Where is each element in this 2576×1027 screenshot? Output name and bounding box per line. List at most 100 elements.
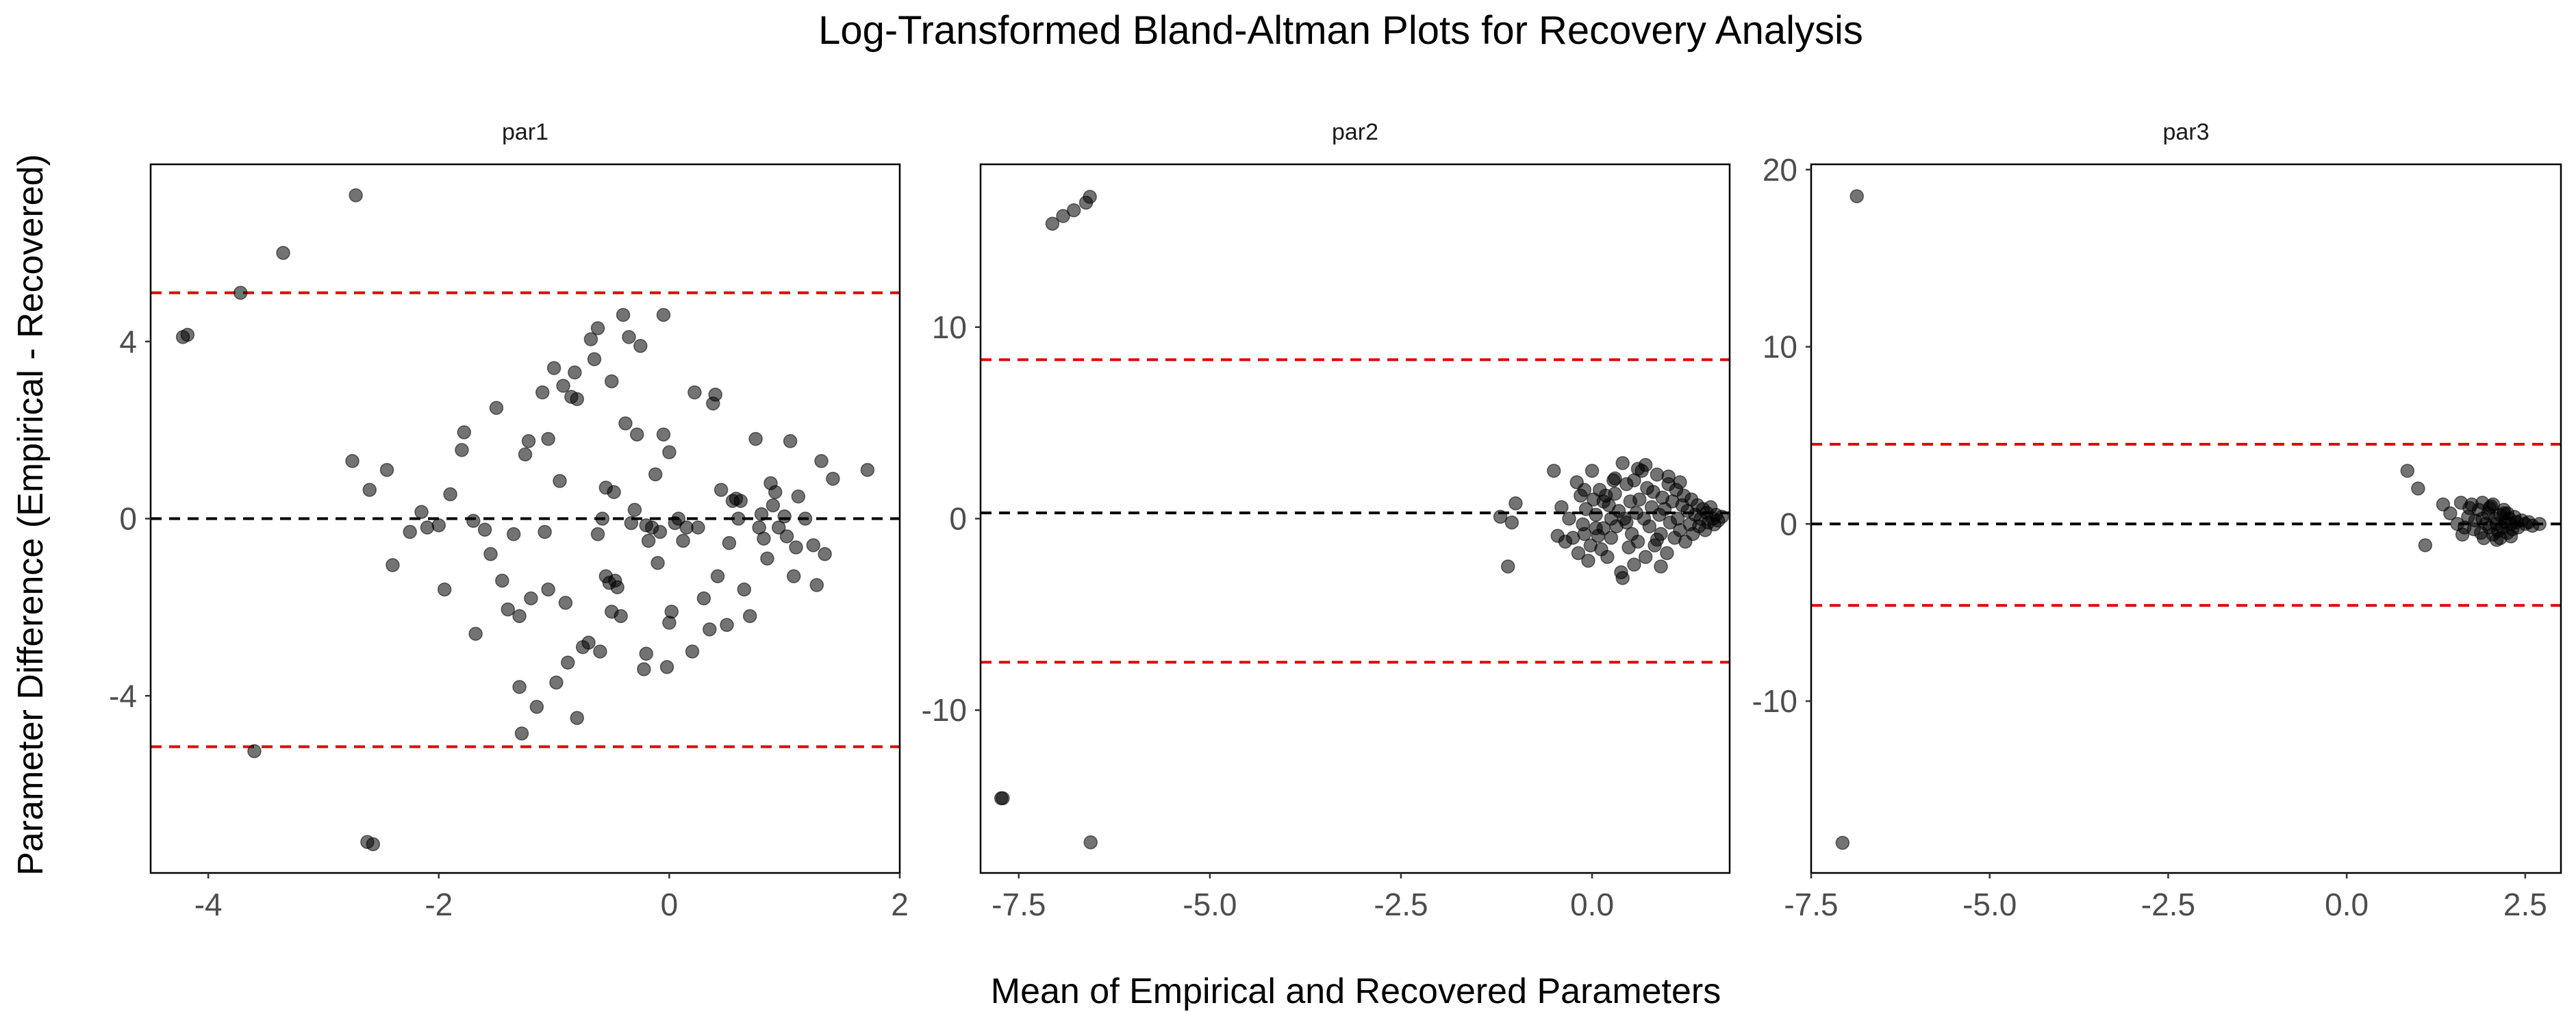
x-tick-label: -2 (425, 887, 453, 922)
data-point (1501, 559, 1515, 574)
data-point (860, 463, 875, 477)
data-point (786, 569, 801, 583)
x-tick-label: 0.0 (2325, 887, 2369, 922)
data-point (1493, 509, 1508, 524)
data-point (671, 511, 686, 526)
data-point (549, 675, 564, 690)
data-point (1056, 209, 1070, 223)
data-point (1673, 475, 1687, 490)
data-point (622, 330, 636, 344)
facet-panel-par3: par3 -7.5 -5.0 -2.5 0.0 2.5 -10 0 10 20 (1752, 119, 2562, 922)
data-point (1083, 835, 1098, 850)
x-tick-label: -5.0 (1962, 887, 2017, 922)
data-point (2486, 497, 2501, 512)
data-point (1584, 464, 1600, 478)
data-point (806, 538, 821, 553)
data-point (524, 591, 538, 606)
data-point (1661, 469, 1676, 484)
y-tick-label: 10 (1763, 329, 1797, 365)
data-point (610, 580, 624, 595)
y-tick-label: 0 (119, 501, 137, 537)
data-point (362, 483, 377, 497)
data-point (1577, 483, 1592, 497)
data-point (379, 463, 394, 477)
data-point (2418, 538, 2433, 553)
data-point (703, 622, 717, 637)
data-point (570, 392, 584, 407)
data-point (1083, 190, 1097, 204)
data-point (180, 327, 195, 342)
data-point (420, 520, 435, 535)
data-point (604, 374, 619, 389)
data-point (386, 558, 400, 572)
x-tick-label: -2.5 (1374, 887, 1428, 922)
data-point (1577, 527, 1592, 542)
chart-title: Log-Transformed Bland-Altman Plots for R… (818, 8, 1863, 53)
data-point (468, 626, 483, 641)
data-point (1600, 550, 1615, 564)
data-point (651, 555, 665, 570)
y-tick-label: -10 (922, 692, 967, 728)
x-tick-label: -2.5 (2141, 887, 2195, 922)
data-point (349, 188, 363, 203)
data-point (2493, 531, 2508, 546)
data-point (587, 352, 602, 366)
data-point (512, 680, 527, 694)
data-point (630, 427, 644, 442)
data-point (731, 511, 746, 526)
data-point (618, 416, 633, 431)
facet-panel-par1: par1 -4 -2 0 2 -4 0 4 (109, 119, 909, 922)
x-tick-label: -7.5 (1784, 887, 1838, 922)
data-point (1546, 464, 1561, 478)
data-point (529, 700, 544, 714)
data-point (685, 644, 700, 659)
y-tick-label: 20 (1763, 152, 1797, 188)
data-point (501, 602, 516, 617)
x-tick-label: 2 (891, 887, 909, 922)
data-point (714, 483, 729, 497)
data-point (798, 511, 813, 526)
data-point (708, 388, 722, 402)
data-point (1638, 550, 1653, 564)
data-point (2443, 506, 2458, 520)
data-point (581, 635, 596, 650)
data-point (1066, 203, 1081, 218)
panel-border (1810, 163, 2562, 874)
data-point (553, 474, 567, 488)
data-point (656, 307, 671, 322)
x-tick-label: -4 (194, 887, 223, 922)
data-point (1615, 570, 1630, 585)
data-point (489, 401, 504, 416)
data-point (431, 518, 446, 533)
data-point (483, 547, 498, 561)
data-point (653, 524, 668, 540)
y-tick-label: -10 (1752, 683, 1797, 719)
data-point (583, 332, 598, 346)
data-point (2462, 500, 2477, 516)
data-point (561, 655, 575, 670)
data-point (633, 338, 648, 353)
data-point (760, 551, 774, 566)
data-point (1630, 534, 1645, 549)
data-point (1589, 507, 1603, 522)
data-point (662, 445, 677, 459)
data-point (546, 361, 561, 375)
data-point (1596, 494, 1611, 509)
data-point (538, 524, 552, 540)
data-point (1650, 533, 1665, 547)
facet-strip-label: par1 (502, 119, 548, 145)
data-point (607, 485, 621, 499)
data-point (627, 503, 642, 517)
data-point (521, 434, 536, 448)
data-point (687, 385, 702, 400)
data-point (996, 791, 1010, 806)
data-point (541, 582, 555, 597)
data-point (414, 505, 429, 520)
data-point (1619, 515, 1634, 530)
data-point (696, 591, 711, 606)
data-point (2532, 517, 2547, 531)
data-point (593, 644, 607, 659)
data-point (637, 662, 651, 676)
data-point (1627, 557, 1641, 572)
facet-panel-par2: par2 -7.5 -5.0 -2.5 0.0 -10 0 10 (922, 119, 1731, 922)
